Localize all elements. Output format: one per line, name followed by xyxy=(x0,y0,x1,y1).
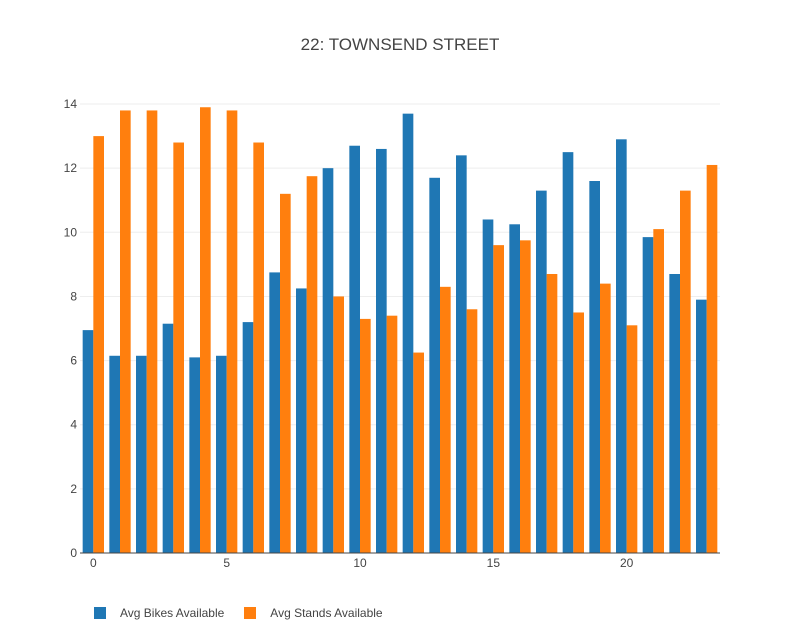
bar-stands[interactable] xyxy=(280,193,291,554)
bar-stands[interactable] xyxy=(466,309,478,553)
y-tick-label: 14 xyxy=(64,97,78,111)
bar-stands[interactable] xyxy=(680,190,691,553)
bar-stands[interactable] xyxy=(173,142,184,553)
bar-stands[interactable] xyxy=(520,240,531,554)
legend-label-stands: Avg Stands Available xyxy=(270,606,383,620)
bar-stands[interactable] xyxy=(626,325,638,553)
bar-bikes[interactable] xyxy=(269,272,280,553)
axis-layer: 0 2 4 6 8 10 12 14 0 5 10 15 20 xyxy=(64,97,720,570)
y-tick-label: 8 xyxy=(70,289,77,303)
grid-layer xyxy=(80,103,720,490)
bar-stands[interactable] xyxy=(546,274,558,553)
bar-bikes[interactable] xyxy=(242,322,254,553)
bar-stands[interactable] xyxy=(146,110,158,553)
y-tick-label: 6 xyxy=(70,354,77,368)
bar-bikes[interactable] xyxy=(376,148,387,553)
bar-stands[interactable] xyxy=(706,164,718,553)
bar-bikes[interactable] xyxy=(82,330,94,553)
bar-bikes[interactable] xyxy=(562,152,574,553)
bar-stands[interactable] xyxy=(653,229,664,553)
bar-bikes[interactable] xyxy=(536,190,547,553)
bar-bikes[interactable] xyxy=(189,357,200,553)
x-tick-label: 0 xyxy=(90,556,97,570)
bar-bikes[interactable] xyxy=(349,145,360,554)
bars-layer xyxy=(82,107,718,554)
bar-bikes[interactable] xyxy=(136,355,147,553)
x-tick-label: 15 xyxy=(487,556,501,570)
y-tick-label: 4 xyxy=(70,418,77,432)
bar-stands[interactable] xyxy=(306,176,318,554)
y-tick-label: 2 xyxy=(70,482,77,496)
bar-bikes[interactable] xyxy=(482,219,494,553)
bar-stands[interactable] xyxy=(413,352,424,553)
bar-stands[interactable] xyxy=(226,110,238,553)
y-tick-label: 10 xyxy=(64,225,78,239)
legend-item-bikes[interactable]: Avg Bikes Available xyxy=(94,606,224,620)
bar-stands[interactable] xyxy=(93,136,104,553)
bar-stands[interactable] xyxy=(120,110,131,553)
bar-stands[interactable] xyxy=(386,315,398,553)
x-tick-label: 5 xyxy=(223,556,230,570)
bar-bikes[interactable] xyxy=(642,237,654,553)
x-tick-label: 10 xyxy=(353,556,367,570)
bar-stands[interactable] xyxy=(573,312,584,553)
legend-label-bikes: Avg Bikes Available xyxy=(120,606,225,620)
bar-bikes[interactable] xyxy=(109,355,120,553)
bar-bikes[interactable] xyxy=(696,299,707,553)
bar-bikes[interactable] xyxy=(616,139,627,553)
y-tick-label: 0 xyxy=(70,546,77,560)
bar-bikes[interactable] xyxy=(216,355,227,553)
legend-swatch-bikes xyxy=(94,607,106,619)
bar-stands[interactable] xyxy=(360,318,371,553)
bar-stands[interactable] xyxy=(333,296,344,553)
bar-stands[interactable] xyxy=(440,286,451,553)
bar-bikes[interactable] xyxy=(509,224,520,554)
legend-item-stands[interactable]: Avg Stands Available xyxy=(244,606,383,620)
bar-stands[interactable] xyxy=(200,107,211,553)
y-tick-label: 12 xyxy=(64,161,78,175)
x-tick-label: 20 xyxy=(620,556,634,570)
bar-bikes[interactable] xyxy=(296,288,307,553)
bar-bikes[interactable] xyxy=(429,177,440,554)
bar-stands[interactable] xyxy=(493,245,504,553)
bar-bikes[interactable] xyxy=(456,155,467,553)
bar-bikes[interactable] xyxy=(402,113,414,553)
bar-stands[interactable] xyxy=(253,142,264,553)
legend-swatch-stands xyxy=(244,607,257,619)
bar-bikes[interactable] xyxy=(669,274,680,553)
chart-title: 22: TOWNSEND STREET xyxy=(301,35,500,54)
bar-bikes[interactable] xyxy=(589,181,600,553)
bar-bikes[interactable] xyxy=(322,168,334,553)
bar-bikes[interactable] xyxy=(162,323,174,553)
bar-stands[interactable] xyxy=(600,283,611,553)
legend: Avg Bikes Available Avg Stands Available xyxy=(94,606,383,620)
